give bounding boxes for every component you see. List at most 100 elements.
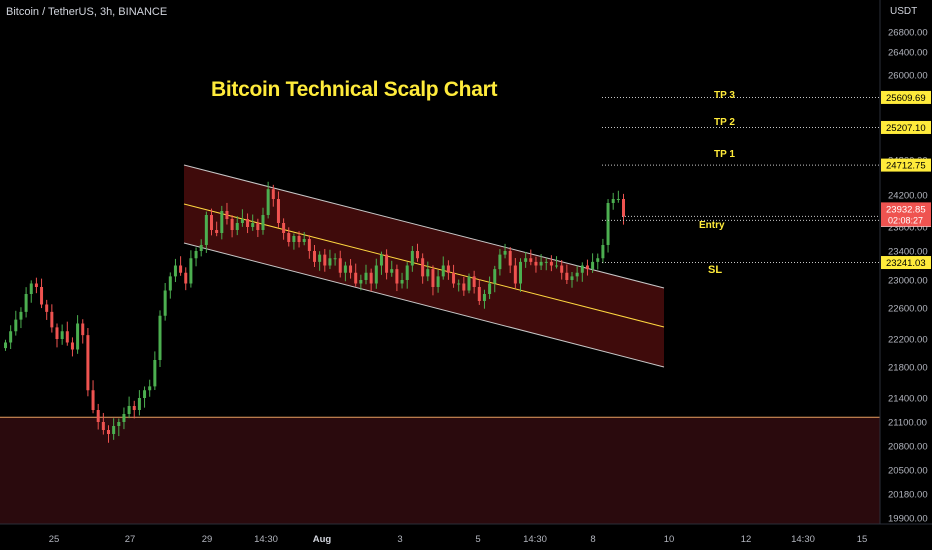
candle-body xyxy=(29,283,33,294)
candle-body xyxy=(107,430,110,434)
candle-body xyxy=(513,265,517,284)
candle xyxy=(122,407,126,430)
candle xyxy=(400,272,404,289)
candle-body xyxy=(575,272,579,277)
candle-body xyxy=(426,269,430,277)
candle xyxy=(70,337,74,357)
candle-body xyxy=(256,223,260,230)
candle xyxy=(467,273,471,294)
channel-upper xyxy=(183,164,665,289)
candle xyxy=(220,205,224,240)
candle xyxy=(194,247,198,267)
candle-body xyxy=(374,265,378,284)
chart-title: Bitcoin Technical Scalp Chart xyxy=(211,78,498,101)
candle xyxy=(148,379,152,397)
candle-body xyxy=(622,199,625,217)
candle xyxy=(34,277,38,294)
candle-body xyxy=(596,258,600,262)
candle-body xyxy=(395,269,399,284)
candle-body xyxy=(215,230,219,233)
candle-body xyxy=(101,422,105,430)
candle xyxy=(127,396,131,419)
candle-body xyxy=(400,280,404,284)
candle-body xyxy=(534,261,538,266)
candle xyxy=(210,208,213,236)
candle xyxy=(457,279,461,292)
candle xyxy=(565,264,569,284)
candle-body xyxy=(601,245,605,259)
candle xyxy=(513,258,517,289)
axis-unit: USDT xyxy=(890,6,918,17)
candle-body xyxy=(343,265,347,273)
candle-body xyxy=(570,276,574,280)
candle-body xyxy=(81,323,85,336)
candle-body xyxy=(493,269,497,284)
candle xyxy=(390,260,394,277)
candle xyxy=(508,247,512,274)
candle xyxy=(261,207,265,235)
candle-body xyxy=(148,386,152,391)
candle-body xyxy=(472,276,476,287)
candle-body xyxy=(555,265,559,267)
candle xyxy=(343,261,347,282)
candle-body xyxy=(416,251,419,259)
x-tick-label: 8 xyxy=(590,534,595,545)
candle-body xyxy=(359,280,363,284)
candle-body xyxy=(143,390,147,398)
candle xyxy=(60,324,64,345)
candle-body xyxy=(560,265,564,273)
candle-body xyxy=(50,311,54,328)
candle xyxy=(302,232,306,246)
level-badge xyxy=(881,90,931,104)
candle-body xyxy=(194,251,198,259)
tp1-label: TP 1 xyxy=(714,149,735,160)
candle xyxy=(431,265,435,296)
candle-body xyxy=(117,422,121,426)
candle xyxy=(611,192,615,210)
candle-body xyxy=(565,272,569,280)
candle xyxy=(472,270,476,294)
candle xyxy=(349,259,353,279)
y-tick-label: 24200.00 xyxy=(888,191,928,202)
y-tick-label: 26000.00 xyxy=(888,71,928,82)
candle xyxy=(40,278,44,309)
y-tick-label: 21800.00 xyxy=(888,363,928,374)
candle-body xyxy=(318,254,322,262)
candle xyxy=(426,261,430,282)
candle xyxy=(184,267,188,291)
channel-lower xyxy=(183,242,665,368)
candle-body xyxy=(76,323,80,350)
current-price-badge xyxy=(881,202,931,227)
level-badge-text: 25207.10 xyxy=(886,123,926,134)
candle-body xyxy=(55,327,59,339)
candle xyxy=(405,262,409,289)
candle-body xyxy=(508,251,512,266)
candle xyxy=(225,202,229,225)
candle-body xyxy=(45,304,49,312)
candle-body xyxy=(60,331,64,339)
candle-body xyxy=(477,287,481,301)
candle-body xyxy=(436,276,440,287)
y-tick-label: 23000.00 xyxy=(888,276,928,287)
candle xyxy=(101,412,105,435)
candle-body xyxy=(354,272,358,284)
candle-body xyxy=(163,290,167,316)
candle-body xyxy=(173,265,177,277)
candle-body xyxy=(524,258,528,262)
symbol-info: Bitcoin / TetherUS, 3h, BINANCE xyxy=(6,6,168,18)
candle xyxy=(616,190,620,203)
support-zone xyxy=(0,417,880,524)
y-tick-label: 20500.00 xyxy=(888,466,928,477)
candle-body xyxy=(127,406,131,414)
candle xyxy=(333,253,337,266)
candle xyxy=(143,386,147,408)
candle xyxy=(379,251,383,275)
candle-body xyxy=(328,258,332,266)
candle xyxy=(235,216,239,236)
y-tick-label: 19900.00 xyxy=(888,514,928,525)
y-tick-label: 26800.00 xyxy=(888,28,928,39)
candle-body xyxy=(498,254,502,270)
candle-body xyxy=(235,223,239,230)
candle xyxy=(364,264,368,285)
